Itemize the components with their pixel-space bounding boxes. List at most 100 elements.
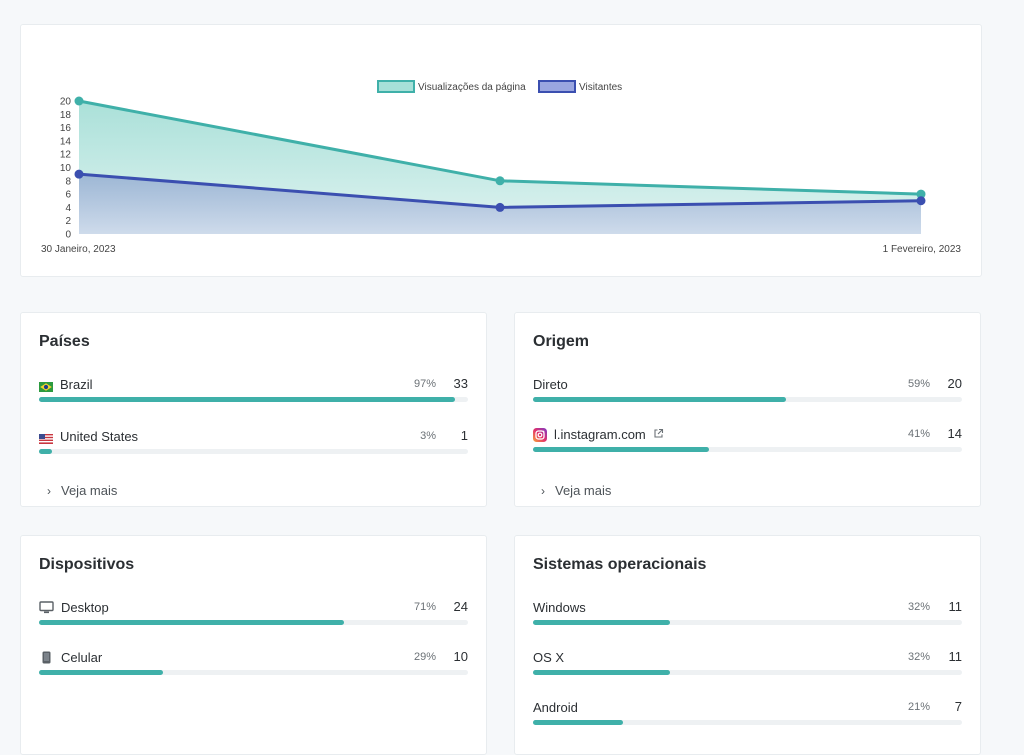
countries-card: Países Brazil 97% 33 United States 3% 1 … [20, 312, 487, 507]
y-tick-label: 8 [65, 176, 71, 187]
origin-label: l.instagram.com [554, 427, 646, 442]
legend-swatch-views[interactable] [377, 80, 415, 93]
y-tick-label: 0 [65, 230, 71, 241]
chevron-right-icon: › [47, 483, 51, 498]
count-value: 10 [453, 649, 468, 664]
percent-value: 71% [413, 601, 436, 613]
device-label: Desktop [61, 600, 109, 615]
progress-fill [533, 620, 671, 625]
list-item-brazil[interactable]: Brazil 97% 33 [39, 376, 468, 411]
traffic-chart-card: Visualizações da página Visitantes 0 2 4 6 8… [20, 24, 982, 277]
brazil-flag-icon [39, 380, 53, 392]
data-point[interactable] [495, 202, 505, 212]
y-axis: 0 2 4 6 8 10 12 14 16 18 20 [60, 97, 72, 241]
os-label: Windows [533, 600, 586, 615]
percent-value: 97% [413, 378, 436, 390]
list-item-celular[interactable]: Celular 29% 10 [39, 649, 468, 684]
progress-track [39, 620, 468, 625]
y-tick-label: 18 [60, 110, 72, 121]
progress-track [533, 620, 962, 625]
series-area-1 [79, 174, 921, 234]
countries-see-more-link[interactable]: › Veja mais [47, 483, 117, 498]
legend-label-views[interactable]: Visualizações da página [418, 82, 526, 93]
traffic-chart: Visualizações da página Visitantes 0 2 4 6 8… [41, 80, 961, 255]
count-value: 33 [453, 376, 468, 391]
progress-track [533, 447, 962, 452]
see-more-label: Veja mais [61, 483, 118, 498]
device-label: Celular [61, 650, 103, 665]
data-point[interactable] [74, 96, 84, 106]
progress-track [533, 720, 962, 725]
progress-track [39, 449, 468, 454]
y-tick-label: 14 [60, 136, 72, 147]
y-tick-label: 4 [65, 203, 71, 214]
list-item-windows[interactable]: Windows 32% 11 [533, 599, 963, 634]
os-label: Android [533, 700, 578, 715]
devices-title: Dispositivos [39, 556, 135, 573]
y-tick-label: 12 [60, 150, 72, 161]
percent-value: 32% [907, 651, 930, 663]
origin-see-more-link[interactable]: › Veja mais [541, 483, 611, 498]
os-title: Sistemas operacionais [533, 556, 707, 573]
origin-card: Origem Direto 59% 20 l.instagram.com 41%… [514, 312, 981, 507]
progress-track [39, 397, 468, 402]
origin-label: Direto [533, 377, 568, 392]
progress-fill [533, 447, 709, 452]
y-tick-label: 2 [65, 216, 71, 227]
devices-card: Dispositivos Desktop 71% 24 Celular 29% … [20, 535, 487, 755]
x-tick-label-end: 1 Fevereiro, 2023 [883, 244, 962, 255]
os-card: Sistemas operacionais Windows 32% 11 OS … [514, 535, 981, 755]
count-value: 24 [453, 599, 468, 614]
progress-fill [39, 670, 164, 675]
percent-value: 3% [420, 430, 436, 442]
y-tick-label: 20 [60, 97, 72, 108]
list-item-united-states[interactable]: United States 3% 1 [39, 428, 468, 463]
list-item-instagram[interactable]: l.instagram.com 41% 14 [533, 426, 962, 461]
progress-fill [533, 397, 787, 402]
origin-title: Origem [533, 333, 590, 350]
instagram-icon [533, 427, 547, 442]
count-value: 11 [948, 649, 963, 664]
y-tick-label: 16 [60, 123, 72, 134]
us-flag-icon [39, 432, 53, 444]
progress-fill [533, 720, 624, 725]
x-tick-label-start: 30 Janeiro, 2023 [41, 244, 116, 255]
count-value: 11 [948, 599, 963, 614]
list-item-os-x[interactable]: OS X 32% 11 [533, 649, 963, 684]
chevron-right-icon: › [541, 483, 545, 498]
external-link-icon[interactable] [653, 428, 664, 442]
list-item-desktop[interactable]: Desktop 71% 24 [39, 599, 468, 634]
data-point[interactable] [916, 196, 926, 206]
list-item-direto[interactable]: Direto 59% 20 [533, 376, 962, 411]
y-tick-label: 10 [60, 163, 72, 174]
country-label: United States [60, 429, 139, 444]
data-point[interactable] [916, 189, 926, 199]
percent-value: 59% [907, 378, 930, 390]
percent-value: 32% [907, 601, 930, 613]
progress-track [533, 670, 962, 675]
os-label: OS X [533, 650, 565, 665]
x-axis: 30 Janeiro, 2023 1 Fevereiro, 2023 [41, 244, 961, 255]
desktop-icon [39, 601, 54, 614]
data-point[interactable] [74, 169, 84, 179]
legend-label-visitors[interactable]: Visitantes [579, 82, 622, 93]
progress-fill [39, 397, 456, 402]
progress-fill [39, 620, 344, 625]
percent-value: 41% [907, 428, 930, 440]
y-tick-label: 6 [65, 190, 71, 201]
progress-track [533, 397, 962, 402]
list-item-android[interactable]: Android 21% 7 [533, 699, 962, 734]
progress-fill [533, 670, 671, 675]
chart-legend: Visualizações da página Visitantes [377, 80, 622, 93]
count-value: 20 [947, 376, 962, 391]
country-label: Brazil [60, 377, 93, 392]
countries-title: Países [39, 333, 90, 350]
progress-fill [39, 449, 52, 454]
count-value: 7 [954, 699, 962, 714]
data-point[interactable] [495, 176, 505, 186]
percent-value: 21% [907, 701, 930, 713]
count-value: 1 [460, 428, 468, 443]
mobile-icon [39, 651, 54, 664]
progress-track [39, 670, 468, 675]
legend-swatch-visitors[interactable] [538, 80, 576, 93]
